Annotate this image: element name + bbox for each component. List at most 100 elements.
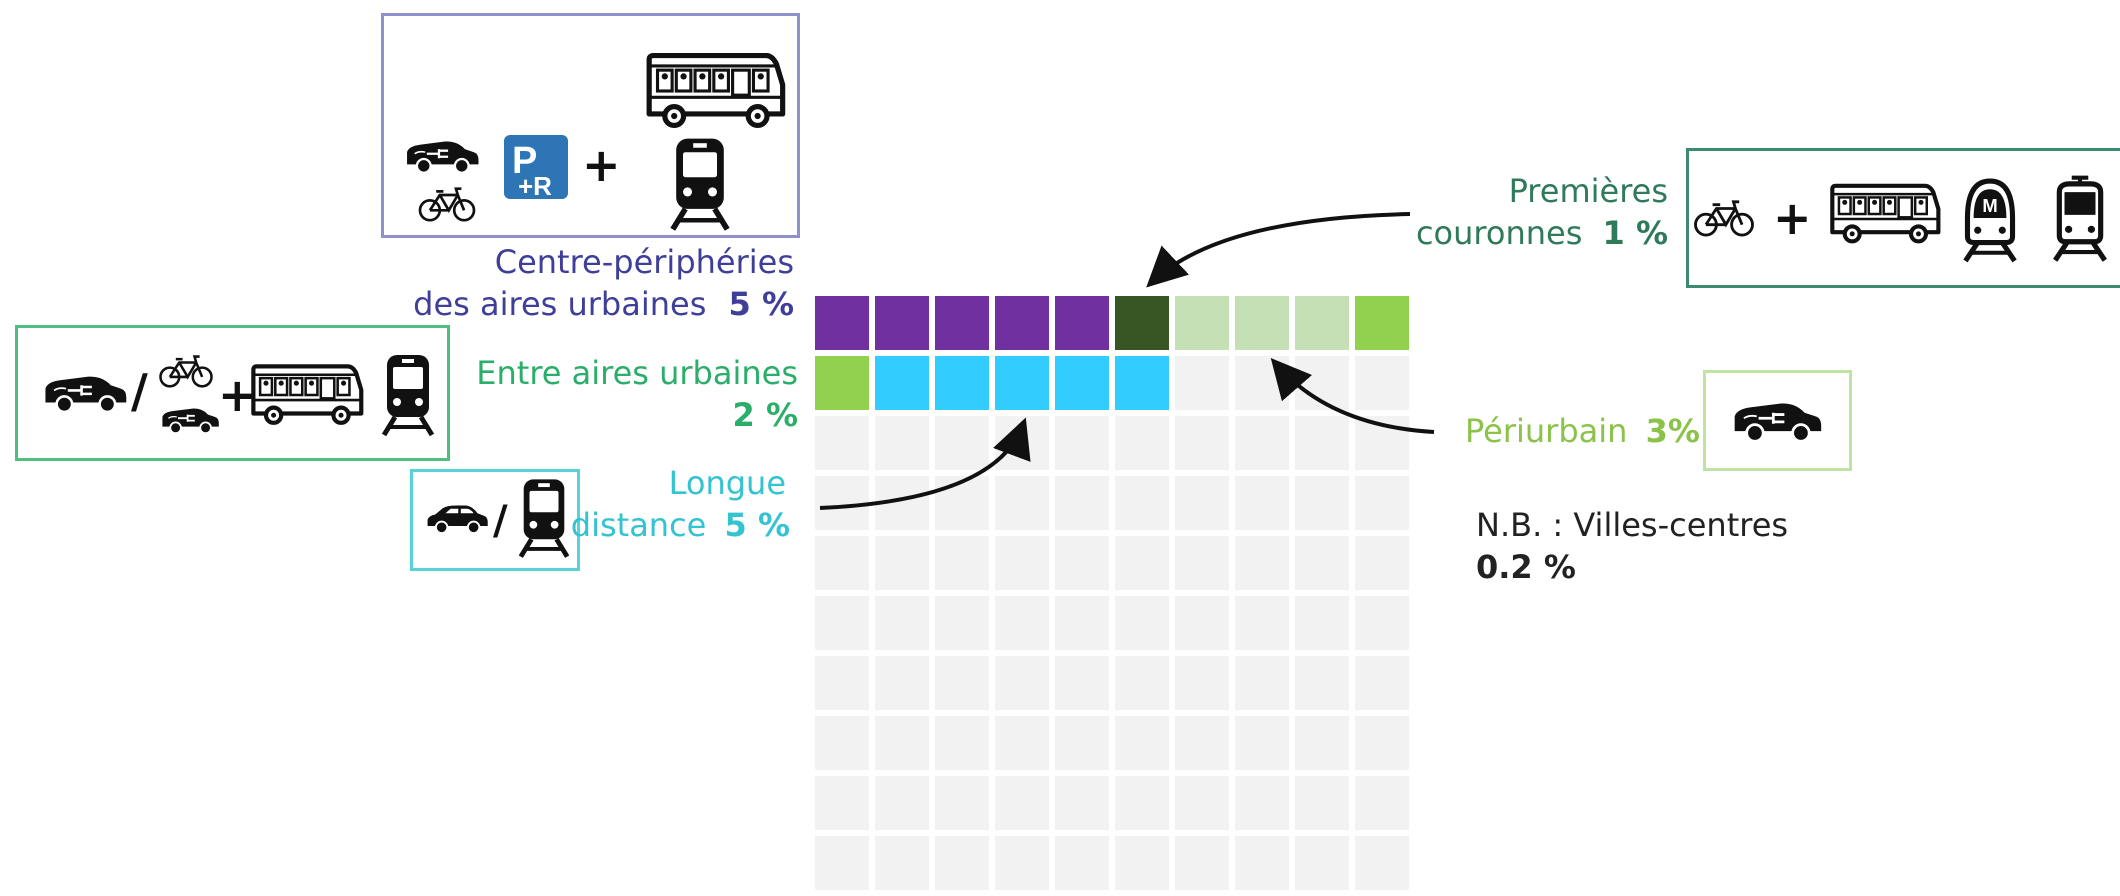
waffle-cell-empty xyxy=(1175,416,1229,470)
waffle-cell-empty xyxy=(815,836,869,890)
waffle-cell-empty xyxy=(1055,596,1109,650)
park-and-ride-r: +R xyxy=(518,171,552,201)
waffle-cell-empty xyxy=(995,776,1049,830)
waffle-cell-periurbain-bright xyxy=(1355,296,1409,350)
waffle-cell-empty xyxy=(815,416,869,470)
longue-distance-value: 5 % xyxy=(724,506,790,544)
centre-peripherie-modes-box: P +R + xyxy=(381,13,800,238)
waffle-cell-empty xyxy=(935,536,989,590)
slash-symbol: / xyxy=(131,364,148,418)
waffle-cell-empty xyxy=(1295,716,1349,770)
waffle-cell-empty xyxy=(1115,596,1169,650)
premieres-couronnes-arrow xyxy=(1146,212,1411,288)
waffle-cell-empty xyxy=(1355,476,1409,530)
waffle-cell-empty xyxy=(1175,536,1229,590)
longue-distance-modes-box: / xyxy=(410,469,580,571)
villes-centres-note-value-row: 0.2 % xyxy=(1476,546,1788,588)
waffle-cell-premieres-couronnes xyxy=(1115,296,1169,350)
waffle-cell-empty xyxy=(1175,356,1229,410)
park-and-ride-icon: P +R xyxy=(504,135,568,201)
entre-aires-value: 2 % xyxy=(732,396,798,434)
waffle-cell-empty xyxy=(1235,536,1289,590)
waffle-cell-empty xyxy=(1115,536,1169,590)
longue-distance-line2: distance xyxy=(570,506,707,544)
waffle-cell-empty xyxy=(935,776,989,830)
waffle-cell-empty xyxy=(1355,716,1409,770)
waffle-cell-empty xyxy=(1235,656,1289,710)
waffle-cell-empty xyxy=(815,776,869,830)
waffle-cell-empty xyxy=(1355,356,1409,410)
waffle-cell-empty xyxy=(995,536,1049,590)
waffle-cell-periurbain-light xyxy=(1175,296,1229,350)
centre-peripherie-value: 5 % xyxy=(728,285,794,323)
centre-peripherie-line2: des aires urbaines xyxy=(413,285,707,323)
waffle-cell-empty xyxy=(1295,596,1349,650)
premieres-couronnes-label: Premières couronnes 1 % xyxy=(1416,170,1668,254)
waffle-cell-empty xyxy=(1055,656,1109,710)
premieres-couronnes-modes-box: + xyxy=(1686,148,2120,288)
villes-centres-note-text: N.B. : Villes-centres xyxy=(1476,506,1789,544)
waffle-cell-empty xyxy=(1355,536,1409,590)
park-and-ride-p: P xyxy=(512,140,537,182)
waffle-cell-empty xyxy=(1295,656,1349,710)
waffle-cell-empty xyxy=(995,596,1049,650)
waffle-cell-empty xyxy=(875,836,929,890)
waffle-cell-empty xyxy=(815,716,869,770)
waffle-cell-empty xyxy=(935,596,989,650)
waffle-cell-empty xyxy=(1355,776,1409,830)
waffle-cell-longue-distance xyxy=(935,356,989,410)
waffle-cell-empty xyxy=(1175,836,1229,890)
waffle-cell-empty xyxy=(1235,476,1289,530)
entre-aires-label: Entre aires urbaines 2 % xyxy=(476,352,798,436)
waffle-cell-empty xyxy=(995,476,1049,530)
waffle-cell-empty xyxy=(1055,416,1109,470)
plus-symbol: + xyxy=(218,368,257,422)
waffle-cell-empty xyxy=(1175,476,1229,530)
villes-centres-note: N.B. : Villes-centres 0.2 % xyxy=(1476,504,1788,588)
plus-symbol: + xyxy=(582,138,621,192)
waffle-cell-centre-peripherie xyxy=(935,296,989,350)
waffle-cell-longue-distance xyxy=(1055,356,1109,410)
waffle-cell-empty xyxy=(995,836,1049,890)
waffle-cell-centre-peripherie xyxy=(875,296,929,350)
waffle-cell-empty xyxy=(1235,776,1289,830)
waffle-cell-empty xyxy=(1295,836,1349,890)
waffle-cell-empty xyxy=(1055,836,1109,890)
waffle-cell-empty xyxy=(875,776,929,830)
waffle-grid xyxy=(815,296,1415,896)
waffle-cell-empty xyxy=(1175,716,1229,770)
waffle-cell-empty xyxy=(1115,476,1169,530)
periurbain-modes-box xyxy=(1703,370,1852,471)
waffle-cell-empty xyxy=(875,656,929,710)
waffle-cell-empty xyxy=(1295,536,1349,590)
waffle-cell-entre-aires xyxy=(815,356,869,410)
waffle-cell-empty xyxy=(1235,716,1289,770)
premieres-couronnes-value: 1 % xyxy=(1602,214,1668,252)
waffle-cell-empty xyxy=(1115,716,1169,770)
premieres-couronnes-line2-row: couronnes 1 % xyxy=(1416,212,1668,254)
plus-symbol: + xyxy=(1773,191,1812,245)
waffle-cell-empty xyxy=(1355,596,1409,650)
waffle-cell-centre-peripherie xyxy=(995,296,1049,350)
entre-aires-value-row: 2 % xyxy=(476,394,798,436)
waffle-cell-empty xyxy=(995,656,1049,710)
waffle-cell-centre-peripherie xyxy=(815,296,869,350)
waffle-cell-empty xyxy=(1175,656,1229,710)
waffle-cell-longue-distance xyxy=(1115,356,1169,410)
periurbain-value: 3% xyxy=(1645,412,1700,450)
waffle-cell-empty xyxy=(1355,836,1409,890)
waffle-cell-empty xyxy=(875,716,929,770)
premieres-couronnes-line1: Premières xyxy=(1508,172,1668,210)
waffle-cell-empty xyxy=(935,656,989,710)
waffle-cell-empty xyxy=(995,716,1049,770)
centre-peripherie-line2-row: des aires urbaines 5 % xyxy=(413,283,794,325)
waffle-cell-empty xyxy=(1175,596,1229,650)
waffle-cell-periurbain-light xyxy=(1295,296,1349,350)
longue-distance-line2-row: distance 5 % xyxy=(571,504,790,546)
waffle-cell-empty xyxy=(935,416,989,470)
waffle-cell-empty xyxy=(815,536,869,590)
waffle-cell-empty xyxy=(1295,776,1349,830)
slash-symbol: / xyxy=(493,498,508,544)
longue-distance-arrow xyxy=(819,417,1031,510)
waffle-cell-empty xyxy=(1115,776,1169,830)
